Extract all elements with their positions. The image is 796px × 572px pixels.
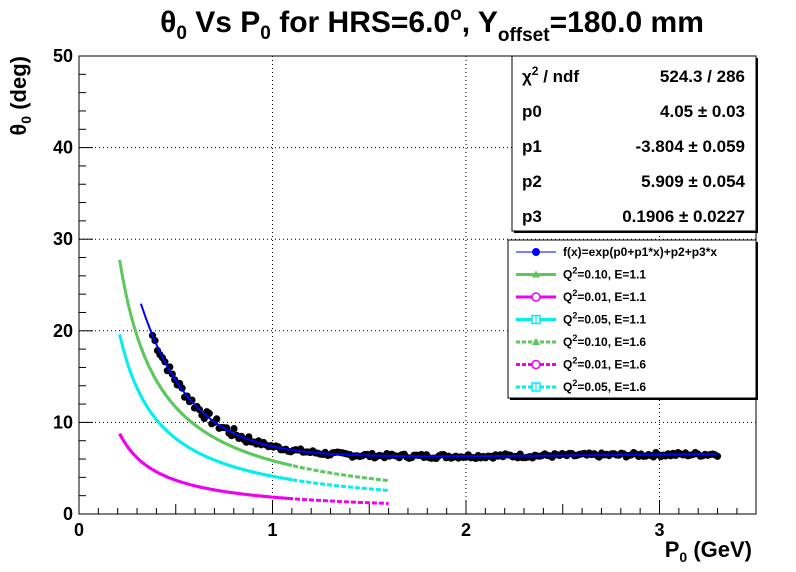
data-point	[230, 425, 238, 433]
chart-title-part3: for HRS=6.0	[271, 6, 450, 39]
legend-label-3: Q2=0.05, E=1.1	[563, 311, 646, 327]
fit-stats-label-sup: 2	[532, 64, 539, 78]
fit-curve-line	[139, 303, 718, 458]
fit-stats-value: 5.909 ± 0.054	[641, 172, 745, 191]
fit-stats-label-main: p2	[522, 172, 542, 191]
legend-label-4: Q2=0.10, E=1.6	[563, 333, 646, 349]
x-tick-label: 3	[654, 520, 664, 540]
fit-stats-label: χ2 / ndf	[522, 64, 579, 86]
legend-marker-2	[531, 292, 541, 302]
legend-label-sup: 2	[572, 356, 577, 366]
legend-label-post: =0.05, E=1.1	[577, 313, 646, 327]
legend-marker-4	[532, 338, 540, 345]
y-tick-label: 10	[53, 412, 73, 432]
fit-stats-label-main: p0	[522, 102, 542, 121]
y-tick-label: 0	[63, 504, 73, 524]
chart-title-part5: =180.0 mm	[550, 6, 704, 39]
legend-label-sup: 2	[572, 266, 577, 276]
y-tick-label: 50	[53, 46, 73, 66]
legend-label-sup: 2	[572, 288, 577, 298]
legend-label-0: f(x)=exp(p0+p1*x)+p2+p3*x	[563, 245, 717, 259]
fit-stats-label: p0	[522, 102, 542, 121]
legend-label-pre: Q	[563, 290, 572, 304]
legend-label-post: =0.01, E=1.6	[577, 358, 646, 372]
chart-title-part1: θ	[160, 6, 176, 39]
fit-stats-label: p3	[522, 207, 542, 226]
legend-entries: f(x)=exp(p0+p1*x)+p2+p3*xQ2=0.10, E=1.1Q…	[516, 245, 717, 394]
y-tick-label: 30	[53, 229, 73, 249]
y-tick-labels: 0 10 20 30 40 50	[53, 46, 73, 524]
legend-label-pre: f(x)=exp(p0+p1*x)+p2+p3*x	[563, 245, 717, 259]
legend-label-post: =0.01, E=1.1	[577, 290, 646, 304]
chart-title-part1-sub: 0	[176, 23, 187, 44]
legend-label-post: =0.10, E=1.6	[577, 335, 646, 349]
chart-title-part2-sub: 0	[260, 23, 271, 44]
x-tick-labels: 0 1 2 3	[74, 520, 665, 540]
chart-title-part2: Vs P	[187, 6, 260, 39]
fit-stats-label-main: χ	[522, 67, 532, 86]
legend-marker-1	[532, 270, 540, 278]
y-tick-label: 20	[53, 321, 73, 341]
fit-stats-value: 0.1906 ± 0.0227	[622, 207, 745, 226]
legend-label-pre: Q	[563, 358, 572, 372]
fit-curve	[139, 303, 718, 458]
fit-stats-label: p1	[522, 137, 542, 156]
legend-label-2: Q2=0.01, E=1.1	[563, 288, 646, 304]
legend-label-pre: Q	[563, 313, 572, 327]
legend-marker-5	[531, 359, 541, 370]
x-axis-label-rest: (GeV)	[687, 537, 752, 562]
x-axis-label: P0 (GeV)	[665, 537, 752, 565]
chart-title-part4-sub: offset	[498, 25, 550, 46]
fit-stats-label-main: p3	[522, 207, 542, 226]
fit-stats-box: χ2 / ndf 524.3 / 286 p0 4.05 ± 0.03 p1 -3.804…	[511, 55, 758, 233]
legend-label-sup: 2	[572, 378, 577, 388]
legend-label-5: Q2=0.01, E=1.6	[563, 356, 646, 372]
theory-curve-4	[118, 432, 389, 505]
legend-label-6: Q2=0.05, E=1.6	[563, 378, 646, 394]
fit-stats-value: 524.3 / 286	[660, 67, 745, 86]
theory-curve-5	[127, 368, 389, 492]
chart-title-part4: , Y	[462, 6, 498, 39]
x-tick-label: 0	[74, 520, 84, 540]
theory-curves	[118, 259, 389, 505]
theory-curve-0	[118, 259, 293, 467]
legend-label-post: =0.05, E=1.6	[577, 380, 646, 394]
legend-label-1: Q2=0.10, E=1.1	[563, 266, 646, 282]
fit-stats-value: 4.05 ± 0.03	[660, 102, 745, 121]
fit-stats-rows: χ2 / ndf 524.3 / 286 p0 4.05 ± 0.03 p1 -3.804…	[522, 64, 746, 226]
chart-title: θ0 Vs P0 for HRS=6.0o, Yoffset=180.0 mm	[160, 4, 704, 46]
chart-title-part3-sup: o	[450, 4, 462, 25]
fit-stats-box-frame	[511, 55, 757, 232]
data-point	[205, 409, 213, 417]
axis-ticks	[78, 55, 738, 515]
data-point	[213, 415, 221, 423]
x-axis-label-sub: 0	[679, 549, 687, 565]
y-axis-label: θ0 (deg)	[6, 56, 34, 136]
x-tick-label: 2	[461, 520, 471, 540]
x-axis-label-main: P	[665, 537, 680, 562]
fit-stats-label-rest: / ndf	[538, 67, 579, 86]
x-tick-label: 1	[267, 520, 277, 540]
legend: f(x)=exp(p0+p1*x)+p2+p3*xQ2=0.10, E=1.1Q…	[507, 239, 758, 400]
legend-marker-0	[532, 248, 540, 256]
y-axis-label-main: θ	[6, 124, 31, 136]
theory-curve-3	[139, 346, 389, 483]
y-axis-label-sub: 0	[18, 116, 34, 124]
y-tick-label: 40	[53, 138, 73, 158]
legend-label-pre: Q	[563, 268, 572, 282]
legend-label-pre: Q	[563, 380, 572, 394]
fit-stats-label-main: p1	[522, 137, 542, 156]
fit-stats-value: -3.804 ± 0.059	[635, 137, 745, 156]
y-axis-label-rest: (deg)	[6, 56, 31, 116]
legend-label-sup: 2	[572, 333, 577, 343]
fit-stats-label: p2	[522, 172, 542, 191]
legend-label-pre: Q	[563, 335, 572, 349]
legend-label-post: =0.10, E=1.1	[577, 268, 646, 282]
legend-label-sup: 2	[572, 311, 577, 321]
